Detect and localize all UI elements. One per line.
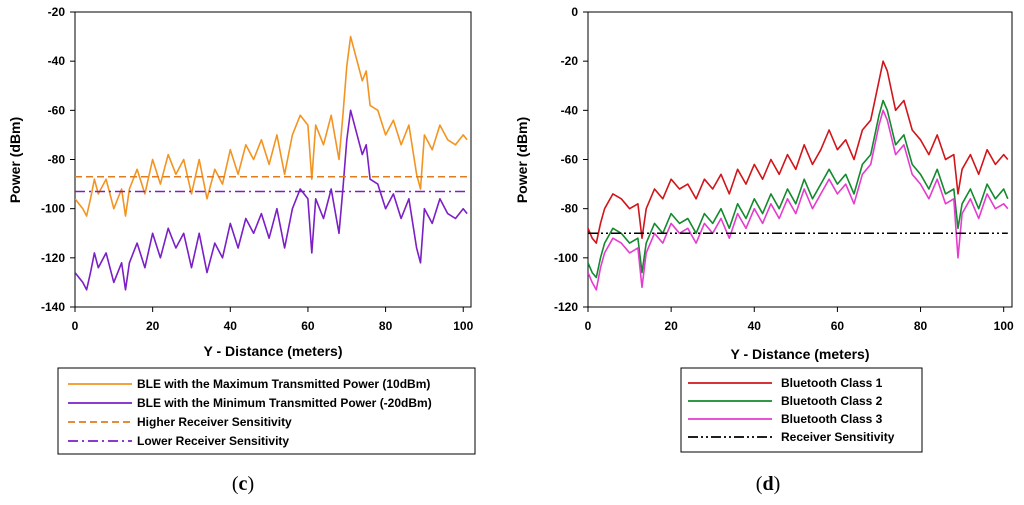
y-tick-label: -80 (561, 202, 579, 216)
chart-panel-d: 0 -20 -40 -60 -80 -100 -120 0 20 40 60 80 100 Y - Dis… (514, 5, 1014, 495)
x-tick-label: 60 (831, 319, 845, 333)
y-tick-label: -120 (554, 300, 578, 314)
x-tick-label: 80 (914, 319, 928, 333)
y-axis-label: Power (dBm) (7, 117, 23, 203)
legend: Bluetooth Class 1 Bluetooth Class 2 Blueto… (680, 367, 923, 453)
series-line-3 (588, 109, 1009, 291)
legend-entry-label: BLE with the Maximum Transmitted Power (… (137, 377, 430, 391)
y-tick-label: -40 (561, 103, 579, 117)
y-tick-label: -60 (48, 103, 66, 117)
legend-box (680, 367, 923, 453)
legend-entry-label: Receiver Sensitivity (781, 430, 895, 444)
x-tick-label: 40 (224, 319, 238, 333)
series-line-2 (75, 109, 468, 291)
series-line-1 (588, 60, 1009, 244)
y-tick-label: -100 (41, 202, 65, 216)
y-tick-label: -20 (561, 54, 579, 68)
series-line-1 (75, 35, 468, 217)
x-tick-label: 0 (72, 319, 79, 333)
x-tick-label: 60 (301, 319, 315, 333)
x-tick-label: 40 (748, 319, 762, 333)
x-axis-label: Y - Distance (meters) (730, 346, 869, 362)
legend-entry-label: Bluetooth Class 3 (781, 412, 883, 426)
chart-panel-c: -20 -40 -60 -80 -100 -120 -140 0 20 40 60 80 100 Y - … (7, 5, 476, 495)
y-tick-label: -80 (48, 153, 66, 167)
x-tick-label: 20 (146, 319, 160, 333)
legend-box (57, 367, 476, 455)
x-tick-label: 80 (379, 319, 393, 333)
legend-entry-label: BLE with the Minimum Transmitted Power (… (137, 396, 432, 410)
y-axis-label: Power (dBm) (514, 117, 530, 203)
y-tick-label: -100 (554, 251, 578, 265)
panel-label: (d) (756, 473, 780, 495)
x-tick-label: 20 (664, 319, 678, 333)
legend-entry-label: Bluetooth Class 2 (781, 394, 883, 408)
y-tick-label: 0 (571, 5, 578, 19)
y-tick-label: -140 (41, 300, 65, 314)
x-tick-label: 100 (453, 319, 473, 333)
y-tick-label: -40 (48, 54, 66, 68)
legend-entry-label: Lower Receiver Sensitivity (137, 434, 289, 448)
legend-entry-label: Bluetooth Class 1 (781, 376, 883, 390)
y-tick-label: -120 (41, 251, 65, 265)
legend-entry-label: Higher Receiver Sensitivity (137, 415, 292, 429)
legend: BLE with the Maximum Transmitted Power (… (57, 367, 476, 455)
series-line-2 (588, 99, 1009, 279)
plot-area-frame (74, 11, 472, 308)
y-tick-label: -60 (561, 153, 579, 167)
panel-label: (c) (232, 473, 254, 495)
y-tick-label: -20 (48, 5, 66, 19)
x-axis-label: Y - Distance (meters) (203, 343, 342, 359)
x-tick-label: 100 (994, 319, 1014, 333)
x-tick-label: 0 (585, 319, 592, 333)
